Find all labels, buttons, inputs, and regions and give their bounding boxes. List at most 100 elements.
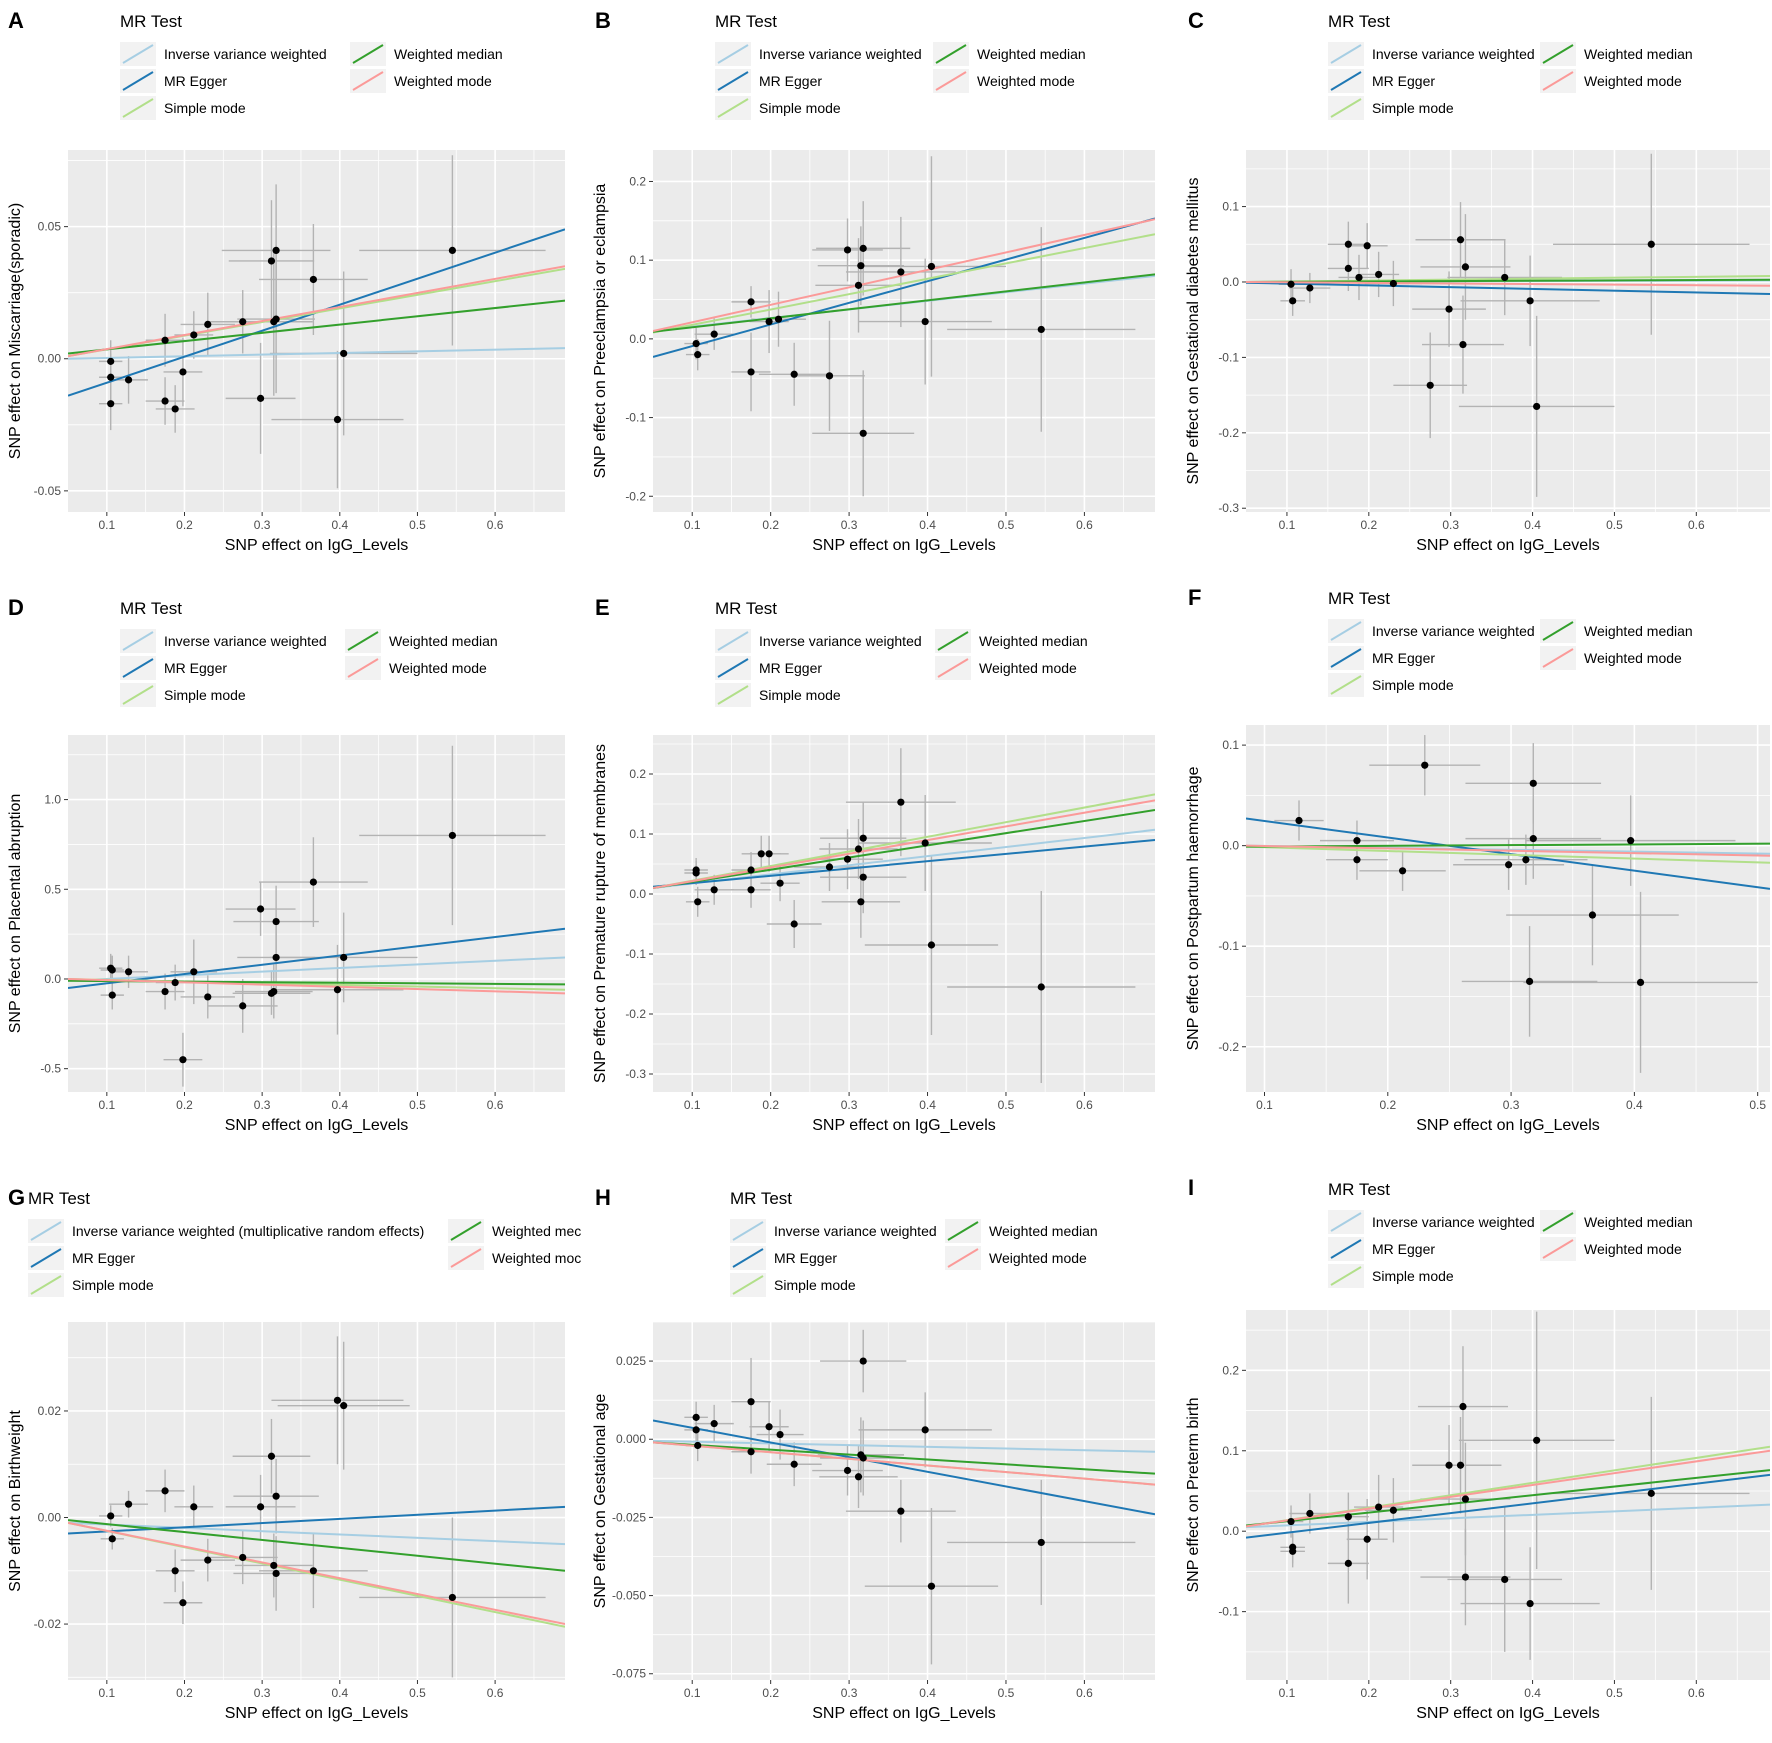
snp-point (790, 920, 798, 928)
snp-point (179, 1599, 187, 1607)
x-tick-label: 0.6 (487, 1686, 504, 1700)
x-tick-label: 0.2 (762, 1098, 779, 1112)
snp-point (256, 905, 265, 913)
panel-letter: B (595, 8, 611, 33)
x-tick-label: 0.4 (919, 1098, 936, 1112)
regression-line-mode (1246, 1449, 1770, 1528)
snp-point (1363, 242, 1371, 250)
legend-swatch-mode (450, 1248, 482, 1268)
snp-point (1461, 263, 1470, 271)
legend-swatch-egger (30, 1248, 62, 1268)
snp-point (1287, 1517, 1295, 1526)
legend-swatch-median (352, 44, 384, 64)
legend-label-egger: MR Egger (1372, 73, 1435, 89)
legend-label-mode: Weighted moc (492, 1250, 581, 1266)
snp-point (776, 879, 784, 887)
snp-point (1289, 1547, 1297, 1555)
snp-point (776, 1430, 784, 1439)
y-tick-label: -0.3 (625, 1067, 646, 1081)
x-tick-label: 0.5 (1749, 1098, 1766, 1112)
snp-point (239, 1553, 247, 1562)
legend-swatch-median (947, 1221, 979, 1241)
legend-swatch-median (937, 631, 969, 651)
y-tick-label: -0.2 (625, 1007, 646, 1021)
panel-letter: I (1188, 1175, 1194, 1200)
snp-point (107, 1512, 115, 1520)
x-tick-label: 0.4 (1524, 1686, 1541, 1700)
regression-line-ivw (1246, 1503, 1770, 1529)
snp-point (1344, 240, 1352, 248)
snp-point (161, 336, 169, 344)
snp-point (747, 866, 755, 874)
snp-point (1353, 856, 1361, 864)
panel-a: A MR Test Inverse variance weighted MR Egge… (7, 8, 565, 554)
snp-point (448, 1593, 456, 1602)
y-tick-label: 0.1 (629, 827, 646, 841)
y-tick-label: -0.050 (612, 1589, 646, 1603)
snp-point (256, 394, 265, 402)
snp-point (108, 991, 116, 999)
regression-line-mode (68, 1521, 565, 1626)
x-tick-label: 0.5 (409, 1098, 426, 1112)
snp-point (1459, 1402, 1467, 1411)
x-tick-label: 0.3 (1442, 1686, 1459, 1700)
x-tick-label: 0.5 (1606, 1686, 1623, 1700)
x-tick-label: 0.1 (98, 1686, 115, 1700)
snp-point (825, 863, 834, 871)
snp-point (1389, 1506, 1397, 1514)
legend: MR Test Inverse variance weighted MR Egger… (715, 12, 1086, 120)
legend-label-ivw: Inverse variance weighted (164, 633, 327, 649)
legend-swatch-median (1542, 1212, 1574, 1232)
legend-title: MR Test (1328, 1180, 1390, 1199)
legend-title: MR Test (715, 599, 777, 618)
snp-point (927, 262, 936, 271)
snp-point (124, 1500, 133, 1508)
x-tick-label: 0.6 (1076, 1686, 1093, 1700)
snp-point (710, 1420, 718, 1428)
legend-label-median: Weighted median (1584, 623, 1693, 639)
plot-panel (68, 735, 565, 1092)
snp-point (161, 987, 169, 996)
snp-point (1289, 297, 1297, 305)
x-axis-title: SNP effect on IgG_Levels (1416, 1705, 1600, 1722)
snp-point (333, 1396, 342, 1404)
x-tick-label: 0.6 (1688, 1686, 1705, 1700)
y-axis-title: SNP effect on Gestational diabetes melli… (1185, 177, 1202, 484)
y-tick-label: 0.0 (629, 332, 646, 346)
x-tick-label: 0.3 (841, 518, 858, 532)
y-tick-label: 0.0 (44, 972, 61, 986)
legend-label-egger: MR Egger (1372, 650, 1435, 666)
panel-d: D MR Test Inverse variance weighted MR Egge… (7, 595, 565, 1134)
snp-point (204, 993, 212, 1001)
legend-swatch-egger (1330, 648, 1362, 668)
data-layer (653, 1329, 1155, 1665)
regression-line-ivw (68, 956, 565, 982)
legend-label-median: Weighted median (989, 1223, 1098, 1239)
panel-letter: D (8, 595, 24, 620)
plot-panel (1246, 725, 1770, 1092)
snp-point (272, 1569, 280, 1578)
snp-point (927, 1582, 936, 1590)
y-axis-title: SNP effect on Placental abruption (7, 794, 24, 1034)
y-tick-label: -0.2 (1218, 426, 1239, 440)
snp-point (124, 968, 133, 976)
legend-label-ivw: Inverse variance weighted (multiplicativ… (72, 1223, 424, 1239)
plot-panel (68, 150, 565, 512)
snp-point (272, 917, 280, 926)
snp-point (1445, 305, 1453, 313)
snp-point (108, 1535, 116, 1543)
regression-line-egger (1246, 817, 1770, 890)
x-tick-label: 0.6 (1688, 518, 1705, 532)
x-tick-label: 0.5 (1606, 518, 1623, 532)
legend-title: MR Test (1328, 589, 1390, 608)
legend-label-ivw: Inverse variance weighted (164, 46, 327, 62)
legend-title: MR Test (120, 599, 182, 618)
legend-label-median: Weighted median (1584, 1214, 1693, 1230)
legend: MR Test Inverse variance weighted MR Egger… (1328, 1180, 1693, 1288)
snp-point (1037, 325, 1045, 334)
snp-point (1522, 856, 1530, 864)
snp-point (694, 1441, 702, 1450)
x-axis-title: SNP effect on IgG_Levels (1416, 537, 1600, 554)
legend-swatch-mode (1542, 1239, 1574, 1259)
snp-point (859, 873, 867, 881)
